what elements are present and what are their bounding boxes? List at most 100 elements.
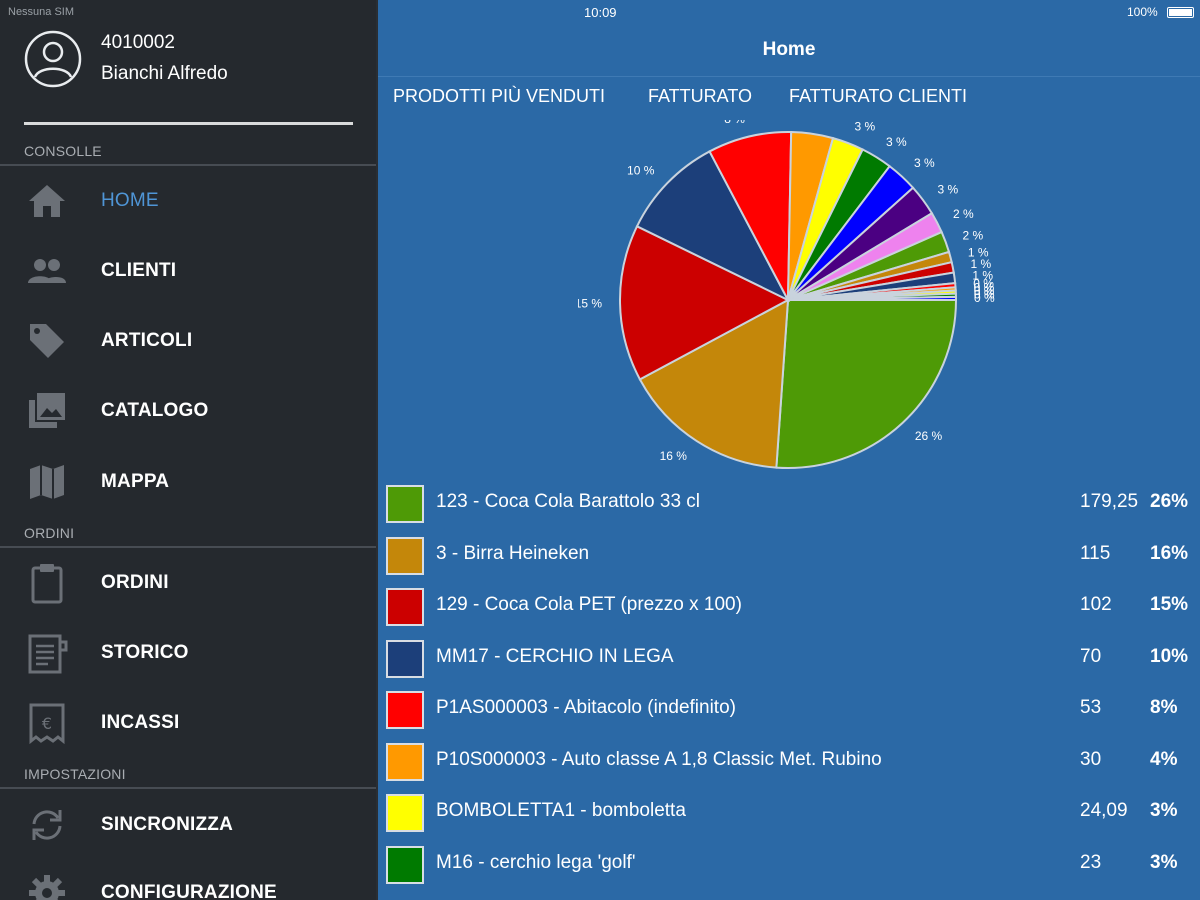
sidebar-item-configurazione[interactable]: CONFIGURAZIONE — [0, 862, 376, 900]
section-label-ordini: ORDINI — [24, 525, 75, 541]
tab-fatturato-clienti[interactable]: FATTURATO CLIENTI — [789, 86, 968, 106]
gallery-icon — [29, 393, 65, 428]
nav-divider — [378, 76, 1200, 77]
sidebar-item-clienti[interactable]: CLIENTI — [0, 240, 376, 302]
section-divider — [0, 787, 376, 789]
sidebar-item-label: CLIENTI — [101, 260, 177, 281]
sidebar-item-home[interactable]: HOME — [0, 170, 376, 232]
pie-slice — [635, 150, 791, 303]
sidebar-item-label: MAPPA — [101, 471, 170, 492]
product-name: P1AS000003 - Abitacolo (indefinito) — [436, 697, 736, 718]
list-item[interactable]: 123 - Coca Cola Barattolo 33 cl 179,25 26% — [378, 480, 1200, 531]
sidebar-item-label: STORICO — [101, 642, 189, 663]
product-percent: 3% — [1150, 800, 1178, 821]
color-swatch — [386, 536, 424, 575]
product-value: 23 — [1080, 851, 1102, 873]
color-swatch — [386, 639, 424, 678]
sidebar-item-label: INCASSI — [101, 712, 180, 733]
product-name: M16 - cerchio lega 'golf' — [436, 851, 636, 873]
pie-slice — [638, 298, 790, 469]
product-name: 3 - Birra Heineken — [436, 542, 590, 564]
svg-text:€: € — [42, 714, 52, 733]
pie-label: 3 % — [886, 135, 907, 149]
profile-divider — [24, 122, 353, 125]
sidebar-item-label: CATALOGO — [101, 400, 209, 421]
product-percent: 10% — [1150, 645, 1189, 667]
sidebar-item-label: HOME — [101, 190, 159, 211]
product-name: 129 - Coca Cola PET (prezzo x 100) — [436, 594, 742, 615]
page-title: Home — [762, 39, 816, 60]
sidebar-item-incassi[interactable]: € INCASSI — [0, 692, 376, 754]
product-name: MM17 - CERCHIO IN LEGA — [436, 645, 674, 667]
pie-label: 2 % — [953, 207, 974, 221]
pie-label: 3 % — [914, 156, 935, 170]
pie-slice — [775, 299, 958, 469]
product-value: 179,25 — [1080, 491, 1139, 512]
pie-label: 0 % — [974, 291, 995, 305]
list-item[interactable]: BOMBOLETTA1 - bomboletta 24,09 3% — [378, 789, 1200, 840]
product-value: 102 — [1080, 594, 1112, 615]
section-divider — [0, 164, 376, 166]
tag-icon — [30, 324, 64, 358]
product-percent: 26% — [1150, 491, 1189, 512]
sidebar-item-label: ORDINI — [101, 572, 169, 593]
battery-icon — [1167, 7, 1194, 18]
sidebar-item-storico[interactable]: STORICO — [0, 622, 376, 684]
home-icon — [29, 185, 65, 217]
pie-label: 1 % — [972, 268, 993, 282]
pie-label: 0 % — [973, 277, 994, 291]
sync-icon — [32, 810, 62, 840]
tab-prodotti-piu-venduti[interactable]: PRODOTTI PIÙ VENDUTI — [393, 86, 606, 106]
product-name: P10S000003 - Auto classe A 1,8 Classic M… — [436, 748, 882, 770]
user-profile[interactable]: 4010002 Bianchi Alfredo — [24, 30, 354, 92]
sidebar-item-label: SINCRONIZZA — [101, 814, 234, 835]
pie-label: 16 % — [660, 449, 688, 463]
product-value: 30 — [1080, 748, 1102, 770]
product-name: BOMBOLETTA1 - bomboletta — [436, 800, 686, 821]
list-item[interactable]: MM17 - CERCHIO IN LEGA 70 10% — [378, 635, 1200, 686]
list-item[interactable]: 3 - Birra Heineken 115 16% — [378, 532, 1200, 583]
user-code: 4010002 — [101, 32, 175, 53]
list-item[interactable]: M16 - cerchio lega 'golf' 23 3% — [378, 841, 1200, 892]
pie-slice — [787, 295, 958, 301]
product-percent: 15% — [1150, 594, 1189, 615]
pie-label: 1 % — [970, 257, 991, 271]
sidebar-item-catalogo[interactable]: CATALOGO — [0, 380, 376, 442]
sidebar-item-articoli[interactable]: ARTICOLI — [0, 310, 376, 372]
product-value: 70 — [1080, 645, 1102, 667]
main-content: 10:09 100% Home PRODOTTI PIÙ VENDUTI FAT… — [378, 0, 1200, 900]
sidebar-item-label: ARTICOLI — [101, 330, 193, 351]
pie-label: 26 % — [915, 429, 943, 443]
pie-label: 2 % — [963, 229, 984, 243]
sidebar: Nessuna SIM 4010002 Bianchi Alfredo CONS… — [0, 0, 376, 900]
user-name: Bianchi Alfredo — [101, 63, 228, 84]
section-label-consolle: CONSOLLE — [24, 143, 102, 159]
color-swatch — [386, 794, 424, 832]
pie-label: 1 % — [968, 245, 989, 259]
pie-chart: 26 %16 %15 %10 %8 %4 %3 %3 %3 %3 %2 %2 %… — [578, 120, 995, 469]
sidebar-item-sincronizza[interactable]: SINCRONIZZA — [0, 794, 376, 856]
product-percent: 8% — [1150, 697, 1178, 718]
list-item[interactable]: P1AS000003 - Abitacolo (indefinito) 53 8% — [378, 686, 1200, 737]
pie-slices — [619, 131, 958, 469]
euro-receipt-icon: € — [29, 703, 65, 744]
list-item[interactable]: 129 - Coca Cola PET (prezzo x 100) 102 15% — [378, 583, 1200, 634]
sidebar-item-label: CONFIGURAZIONE — [101, 882, 277, 900]
pie-label: 3 % — [938, 182, 959, 196]
color-swatch — [386, 742, 424, 781]
color-swatch — [386, 588, 424, 626]
sidebar-item-ordini[interactable]: ORDINI — [0, 552, 376, 614]
product-value: 24,09 — [1080, 800, 1128, 821]
status-time: 10:09 — [584, 5, 617, 20]
pie-label: 15 % — [578, 297, 602, 311]
product-value: 115 — [1080, 542, 1111, 564]
tab-fatturato[interactable]: FATTURATO — [648, 86, 753, 106]
gear-icon — [29, 875, 65, 900]
sidebar-item-mappa[interactable]: MAPPA — [0, 451, 376, 513]
product-percent: 16% — [1150, 542, 1189, 564]
avatar-icon — [24, 30, 82, 88]
product-percent: 4% — [1150, 748, 1178, 770]
status-battery: 100% — [1127, 5, 1158, 19]
list-item[interactable]: P10S000003 - Auto classe A 1,8 Classic M… — [378, 738, 1200, 789]
pie-label: 10 % — [627, 164, 655, 178]
